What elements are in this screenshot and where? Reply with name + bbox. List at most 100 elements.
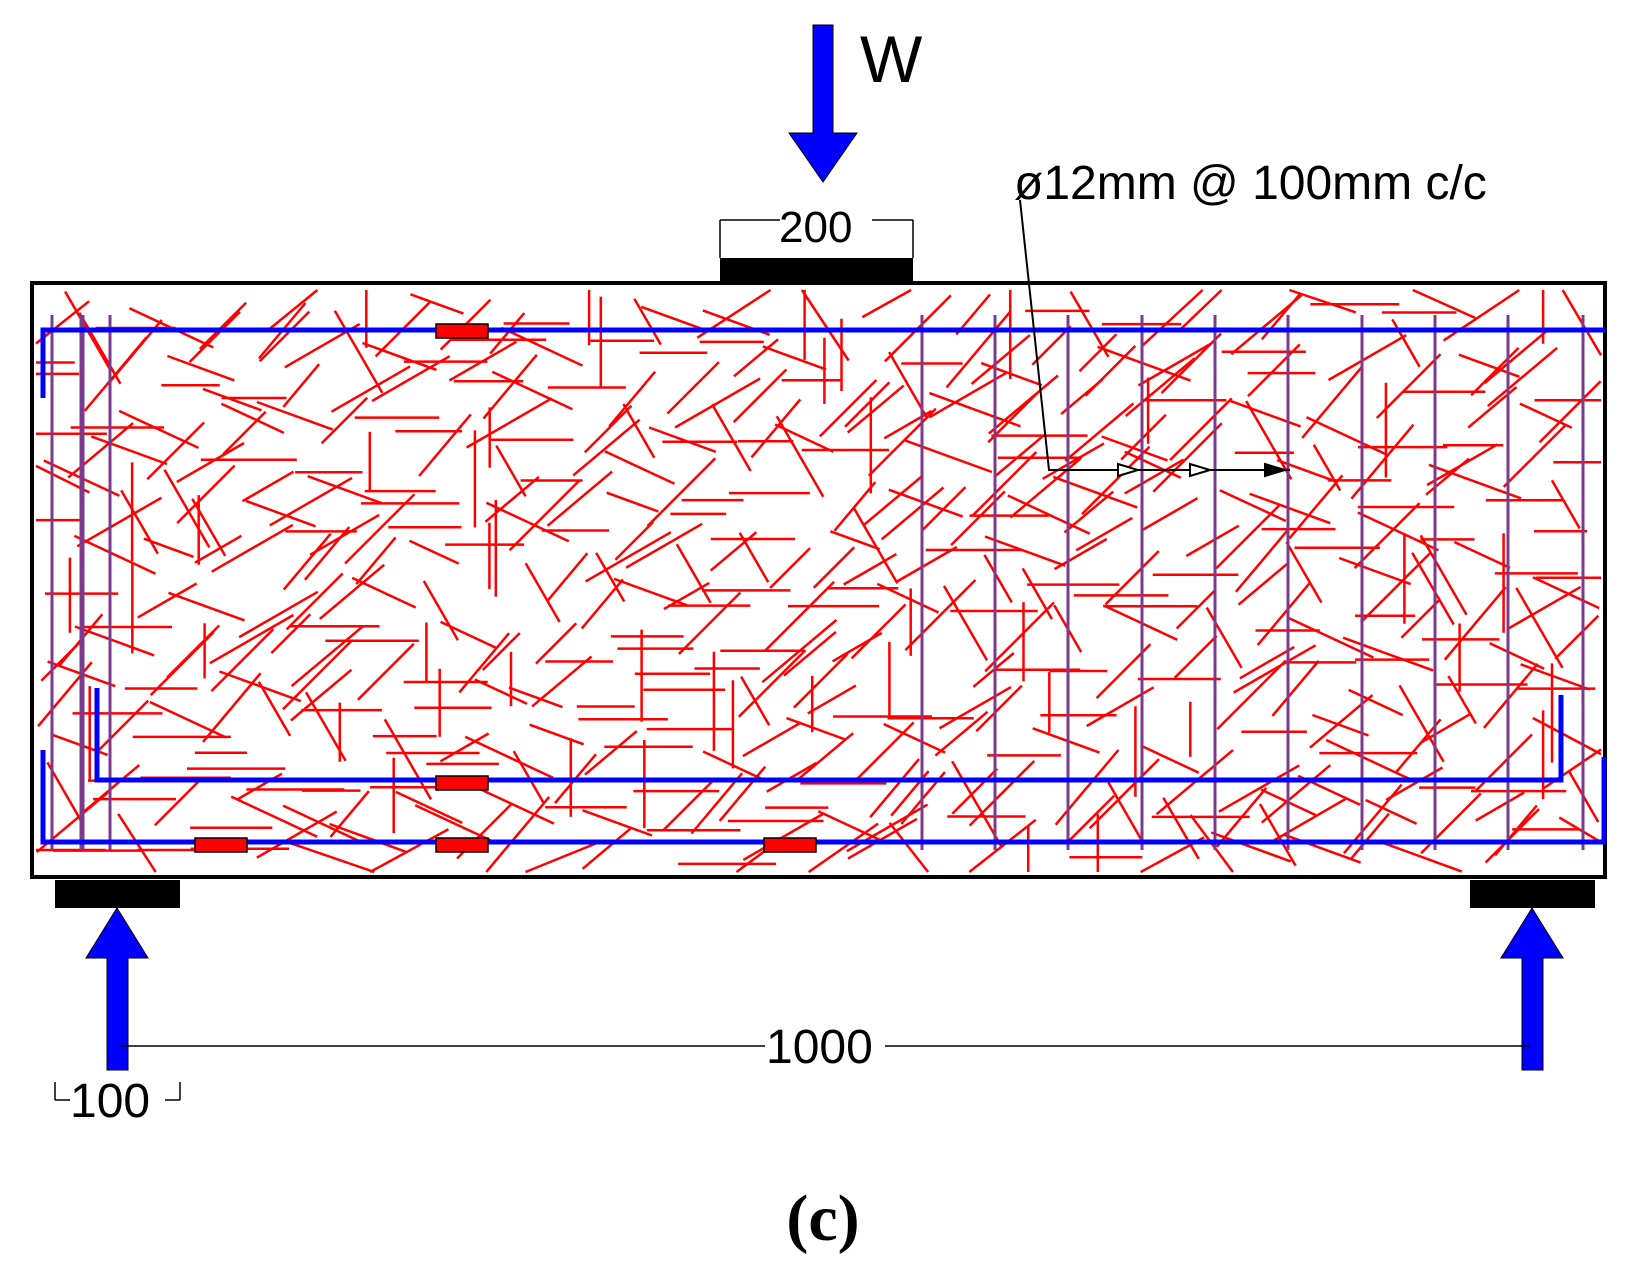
fiber xyxy=(675,543,712,604)
fiber xyxy=(508,479,581,551)
fiber xyxy=(807,822,879,874)
strain-gauge-top xyxy=(435,323,489,339)
fiber xyxy=(762,345,827,371)
fiber xyxy=(1421,713,1471,744)
fiber xyxy=(786,716,846,741)
right-reaction-arrow xyxy=(1500,907,1564,1071)
fiber xyxy=(733,338,779,378)
fiber xyxy=(1032,727,1100,754)
fiber xyxy=(581,826,633,870)
fiber xyxy=(983,554,1013,604)
right-support-plate xyxy=(1470,880,1595,908)
fiber xyxy=(633,298,662,346)
fiber xyxy=(357,642,415,701)
fiber xyxy=(1218,764,1300,813)
fiber xyxy=(1301,365,1364,439)
fiber xyxy=(1447,675,1477,725)
fiber xyxy=(330,365,411,413)
fiber xyxy=(766,761,818,793)
fiber xyxy=(285,572,344,631)
fiber xyxy=(625,522,703,569)
fiber xyxy=(458,632,510,694)
fiber xyxy=(1137,342,1212,387)
fiber xyxy=(796,732,854,782)
fiber xyxy=(1249,492,1331,525)
fiber xyxy=(1550,479,1581,530)
fiber xyxy=(1311,713,1369,737)
fiber xyxy=(846,384,905,434)
fiber xyxy=(290,625,364,688)
fiber xyxy=(888,351,928,418)
fiber xyxy=(258,310,311,363)
fiber xyxy=(369,828,450,874)
strain-gauge-bottom-center xyxy=(435,837,489,853)
fiber xyxy=(640,305,704,331)
fiber xyxy=(1175,589,1216,630)
fiber xyxy=(938,686,1012,730)
fiber xyxy=(718,765,767,822)
fiber xyxy=(662,777,717,831)
fiber xyxy=(984,535,1066,567)
fiber xyxy=(951,760,1003,847)
fiber xyxy=(73,534,157,575)
fiber xyxy=(1288,474,1344,540)
fiber xyxy=(290,668,353,722)
stirrup-spec-label: ø12mm @ 100mm c/c xyxy=(1014,157,1487,210)
fiber xyxy=(440,620,497,649)
fiber xyxy=(307,475,384,505)
fiber xyxy=(854,721,915,782)
fiber xyxy=(622,403,656,459)
fiber xyxy=(361,341,437,372)
fiber xyxy=(1558,816,1602,844)
fiber xyxy=(491,370,573,411)
fiber xyxy=(282,532,332,591)
fiber xyxy=(355,536,397,586)
fiber xyxy=(188,310,241,363)
fiber xyxy=(256,400,334,431)
fiber xyxy=(202,672,262,743)
fiber xyxy=(525,841,599,874)
fiber xyxy=(414,804,492,842)
fiber xyxy=(1375,353,1442,419)
fiber xyxy=(970,334,1031,385)
fiber xyxy=(1342,636,1434,672)
fiber xyxy=(1325,738,1413,782)
fiber xyxy=(422,580,459,641)
fiber xyxy=(74,625,155,657)
fiber xyxy=(1141,497,1199,532)
fiber xyxy=(980,361,1043,387)
fiber xyxy=(1140,744,1200,774)
fiber xyxy=(238,590,319,639)
fiber xyxy=(1256,582,1311,646)
fiber xyxy=(395,790,463,825)
fiber xyxy=(1007,494,1091,535)
fiber xyxy=(1124,357,1196,418)
fiber xyxy=(1054,749,1120,826)
fiber xyxy=(1160,332,1222,394)
fiber xyxy=(1289,288,1357,314)
fiber xyxy=(191,498,227,557)
fiber xyxy=(1239,645,1295,680)
fiber xyxy=(1538,380,1602,444)
fiber xyxy=(775,415,825,498)
fiber xyxy=(484,475,540,523)
fiber xyxy=(738,532,770,583)
fiber xyxy=(604,450,676,485)
fiber xyxy=(761,619,838,684)
fiber xyxy=(409,293,464,315)
fiber xyxy=(163,469,211,549)
fiber xyxy=(448,340,517,382)
fiber xyxy=(1394,718,1442,775)
fiber xyxy=(1411,552,1455,626)
fiber xyxy=(951,767,999,815)
fiber xyxy=(1349,812,1390,861)
fiber xyxy=(270,613,312,654)
fiber xyxy=(606,491,659,513)
fiber xyxy=(1162,797,1200,860)
fiber xyxy=(1152,422,1223,493)
fiber xyxy=(137,582,198,619)
fiber xyxy=(1247,343,1301,398)
fiber xyxy=(333,310,384,394)
fiber xyxy=(987,374,1059,435)
fiber xyxy=(1233,644,1317,694)
